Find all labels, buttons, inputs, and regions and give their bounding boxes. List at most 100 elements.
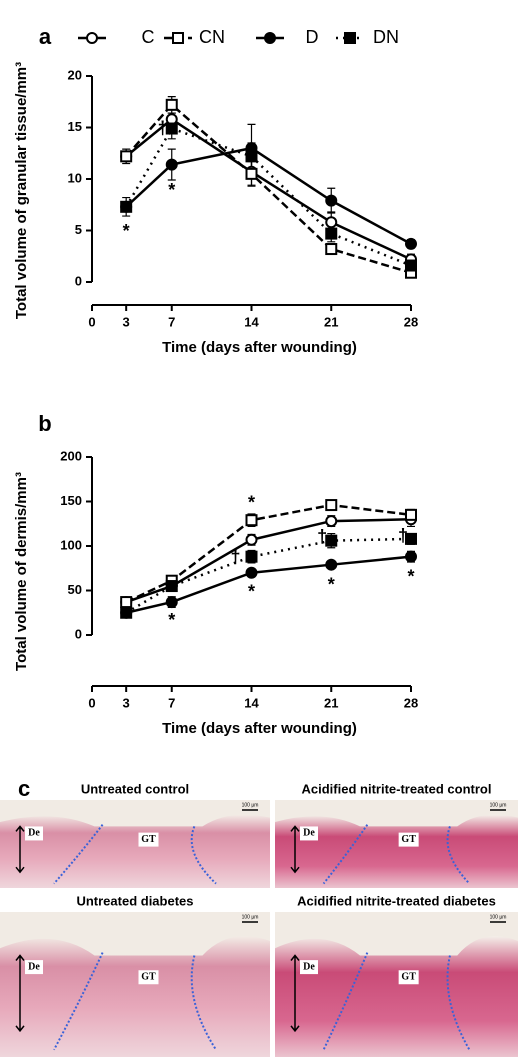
label-box	[398, 970, 419, 985]
x-tick-label: 0	[88, 695, 95, 710]
legend-label: C	[142, 27, 155, 47]
data-point	[165, 98, 178, 111]
image-title: Acidified nitrite-treated control	[302, 781, 492, 796]
legend-marker	[264, 32, 276, 44]
annotation: *	[248, 581, 255, 601]
data-point	[405, 532, 417, 545]
data-point	[245, 150, 258, 163]
scale-label: 100 µm	[242, 802, 259, 808]
image-label: GT	[401, 834, 416, 845]
data-point	[245, 514, 258, 527]
image-label: De	[28, 828, 40, 839]
scale-label: 100 µm	[242, 914, 259, 920]
boundary	[190, 955, 217, 1051]
x-tick-label: 14	[244, 695, 259, 710]
data-point	[165, 596, 178, 609]
y-tick-label: 200	[60, 448, 82, 463]
annotation: †	[231, 547, 241, 567]
scale-label: 100 µm	[490, 914, 507, 920]
arrow	[290, 954, 300, 1033]
data-point	[165, 122, 178, 135]
x-tick-label: 7	[168, 695, 175, 710]
image-label: GT	[401, 972, 416, 983]
annotation: †	[317, 526, 327, 546]
boundary	[190, 826, 217, 885]
y-tick-label: 0	[75, 626, 82, 641]
legend-label: DN	[373, 27, 399, 47]
label-box	[300, 960, 318, 975]
data-point	[325, 534, 338, 547]
y-tick-label: 0	[75, 273, 82, 288]
y-axis-title: Total volume of granular tissue/mm³	[13, 62, 30, 319]
data-point	[245, 550, 258, 563]
boundary	[446, 826, 471, 885]
image-label: De	[303, 828, 315, 839]
x-tick-label: 3	[123, 695, 130, 710]
data-point	[120, 150, 133, 163]
label-box	[138, 970, 159, 985]
y-tick-label: 10	[68, 170, 82, 185]
label-box	[398, 832, 419, 847]
data-point	[405, 237, 417, 250]
annotation: *	[123, 221, 130, 241]
data-point	[405, 259, 417, 272]
label-box	[300, 826, 318, 841]
data-point	[245, 167, 258, 180]
panel-label: c	[18, 776, 30, 801]
x-tick-label: 3	[123, 314, 130, 329]
boundary	[53, 824, 104, 885]
x-tick-label: 7	[168, 314, 175, 329]
x-axis-title: Time (days after wounding)	[162, 339, 357, 356]
arrow	[15, 825, 25, 874]
x-tick-label: 28	[404, 314, 418, 329]
label-box	[138, 832, 159, 847]
annotation: *	[248, 492, 255, 512]
series-line	[125, 537, 412, 614]
y-tick-label: 20	[68, 67, 82, 82]
x-tick-label: 14	[244, 314, 259, 329]
data-point	[245, 533, 258, 546]
data-point	[120, 596, 133, 609]
image-title: Acidified nitrite-treated diabetes	[297, 893, 496, 908]
x-tick-label: 21	[324, 314, 338, 329]
image-label: GT	[141, 834, 156, 845]
y-tick-label: 5	[75, 222, 82, 237]
legend-label: D	[306, 27, 319, 47]
data-point	[120, 200, 133, 213]
legend-marker	[86, 32, 98, 44]
annotation: *	[168, 180, 175, 200]
data-point	[325, 194, 338, 207]
x-axis-title: Time (days after wounding)	[162, 720, 357, 737]
image-label: GT	[141, 972, 156, 983]
annotation: †	[158, 118, 168, 138]
legend-marker	[172, 32, 184, 44]
boundary	[53, 952, 104, 1051]
data-point	[405, 508, 417, 521]
image-label: De	[303, 961, 315, 972]
data-point	[165, 580, 178, 593]
annotation: *	[407, 566, 414, 586]
y-tick-label: 15	[68, 119, 82, 134]
panel-label: a	[39, 24, 52, 49]
data-point	[120, 606, 133, 619]
annotation: †	[398, 525, 408, 545]
label-box	[25, 826, 43, 841]
image-title: Untreated control	[81, 781, 189, 796]
y-tick-label: 100	[60, 537, 82, 552]
data-point	[325, 515, 338, 528]
y-tick-label: 50	[68, 582, 82, 597]
data-point	[245, 566, 258, 579]
x-tick-label: 28	[404, 695, 418, 710]
boundary	[446, 955, 471, 1051]
x-tick-label: 21	[324, 695, 338, 710]
label-box	[25, 960, 43, 975]
data-point	[325, 558, 338, 571]
y-tick-label: 150	[60, 493, 82, 508]
data-point	[325, 216, 338, 229]
data-point	[325, 227, 338, 240]
y-axis-title: Total volume of dermis/mm³	[13, 472, 30, 671]
legend-label: CN	[199, 27, 225, 47]
image-label: De	[28, 961, 40, 972]
data-point	[325, 499, 338, 512]
